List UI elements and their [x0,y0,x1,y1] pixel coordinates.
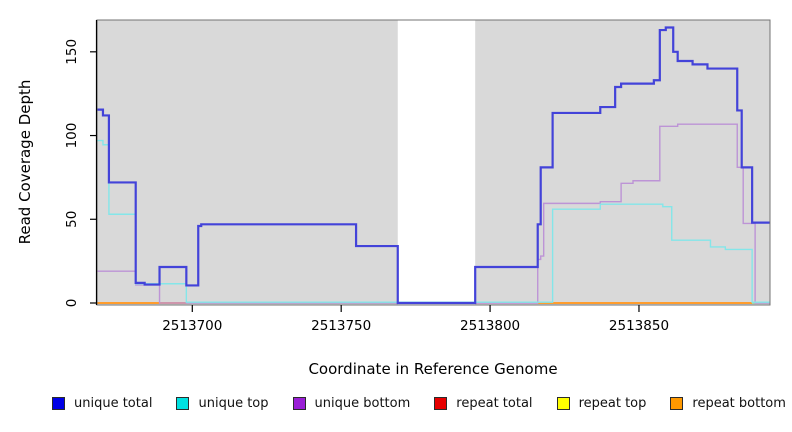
legend-swatch [556,397,570,410]
legend-swatch [176,397,190,410]
series-line-unique-top [97,139,770,303]
series-line-unique-bottom [97,123,770,304]
legend-label: unique total [74,396,153,411]
y-tick-label: 0 [64,299,80,308]
legend-label: unique top [198,396,269,411]
legend: unique total unique top unique bottom repea… [52,396,786,411]
legend-swatch [434,397,448,410]
y-tick-label: 50 [64,211,80,228]
y-axis-title: Read Coverage Depth [16,79,34,245]
legend-item-unique-top: unique top [176,396,269,411]
y-tick-label: 100 [64,123,80,149]
legend-label: repeat bottom [692,396,786,411]
chart-canvas: 0 50 100 150 2513700 2513750 2513800 2513850 [64,19,771,334]
legend-item-repeat-top: repeat top [556,396,647,411]
x-axis-title: Coordinate in Reference Genome [308,360,558,378]
legend-swatch [52,397,65,410]
legend-label: unique bottom [314,396,411,411]
legend-item-unique-total: unique total [52,396,152,411]
y-tick-label: 150 [64,39,80,65]
legend-swatch [292,397,306,410]
legend-item-unique-bottom: unique bottom [292,396,411,411]
legend-label: repeat total [456,396,533,411]
legend-item-repeat-bottom: repeat bottom [670,396,786,411]
legend-label: repeat top [578,396,647,411]
masked-region [397,20,476,305]
x-tick-label: 2513850 [609,318,669,334]
x-tick-label: 2513800 [460,318,520,334]
legend-swatch [670,397,684,410]
series-line-unique-total [97,26,770,305]
x-tick-label: 2513700 [162,318,222,334]
x-tick-label: 2513750 [311,318,371,334]
legend-item-repeat-total: repeat total [434,396,533,411]
